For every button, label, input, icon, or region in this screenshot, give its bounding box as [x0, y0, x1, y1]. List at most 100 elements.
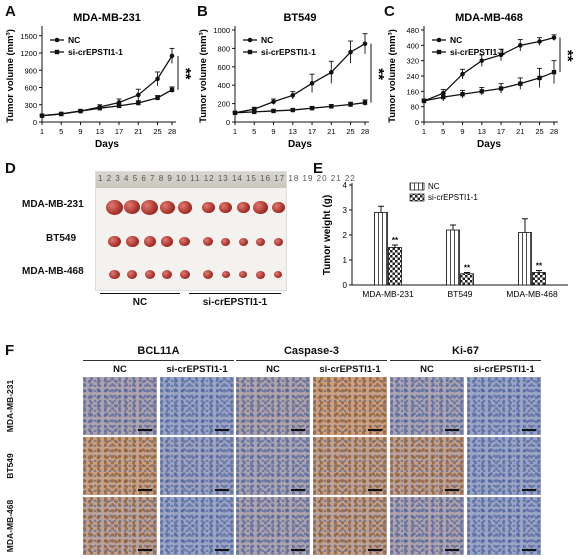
y-tick-label: 1500: [20, 32, 37, 41]
data-point: [169, 87, 175, 92]
tumor-sample: [141, 199, 158, 215]
photo-row-label-mda-mb-468: MDA-MB-468: [22, 266, 84, 277]
x-tick-label: 21: [327, 127, 335, 136]
tumor-sample: [108, 235, 121, 248]
ihc-panel: BCL11A NC si-crEPSTI1-1 Caspase-3 NC si-crEPS…: [0, 345, 578, 559]
series-line-nc: [234, 43, 366, 114]
x-tick-label: 5: [441, 127, 445, 136]
data-point: [309, 106, 315, 111]
x-tick-label: BT549: [447, 289, 472, 299]
ihc-image: [390, 497, 464, 555]
series-line-nc: [423, 37, 555, 102]
data-point: [78, 108, 83, 114]
series-line-si: [41, 89, 173, 117]
legend-marker: [436, 37, 442, 43]
y-tick-label: 600: [217, 63, 230, 72]
legend-swatch: [409, 182, 425, 191]
data-point: [59, 111, 64, 117]
ihc-row-label: MDA-MB-468: [5, 499, 15, 553]
y-tick-label: 600: [24, 84, 37, 93]
data-point: [328, 70, 334, 75]
data-point: [116, 103, 122, 109]
ihc-condition-label: NC: [113, 364, 127, 375]
y-tick-label: 4: [343, 181, 348, 190]
series-line-si: [234, 102, 366, 114]
y-tick-label: 240: [406, 72, 419, 81]
legend-marker: [247, 37, 253, 43]
y-tick-label: 0: [343, 281, 348, 290]
data-point: [537, 39, 542, 44]
scale-bar: [522, 549, 536, 551]
y-tick-label: 300: [24, 101, 37, 110]
tumor-sample: [256, 237, 265, 246]
y-axis-label: Tumor weight (g): [322, 195, 333, 275]
legend-marker: [54, 37, 60, 43]
data-point: [271, 108, 276, 114]
scale-bar: [215, 549, 229, 551]
scale-bar: [215, 489, 229, 491]
tumor-sample: [125, 235, 139, 248]
group-label-nc: NC: [132, 297, 148, 308]
data-point: [116, 100, 122, 105]
x-tick-label: 9: [460, 127, 464, 136]
x-tick-label: 25: [346, 127, 354, 136]
ihc-image: [236, 437, 310, 495]
y-tick-label: 0: [415, 118, 419, 127]
legend-swatch: [409, 193, 425, 202]
tumor-sample: [127, 270, 137, 279]
ihc-image: [467, 497, 541, 555]
ihc-condition-label: NC: [266, 364, 280, 375]
data-point: [362, 100, 368, 105]
tumor-sample: [273, 237, 283, 246]
x-tick-label: 9: [271, 127, 275, 136]
tumor-volume-chart-mda-mb-231: MDA-MB-231 0 300 600 900 1200 1500 1 5 9 13 17 21 25 2…: [5, 12, 194, 150]
x-tick-label: MDA-MB-231: [362, 289, 414, 299]
data-point: [155, 95, 160, 101]
tumor-weight-bar-chart: 0 1 2 3 4 Tumor weight (g) ** MDA-MB-231 ** BT549…: [322, 181, 568, 299]
y-tick-label: 1000: [213, 26, 230, 35]
data-point: [537, 75, 542, 81]
data-point: [169, 53, 175, 59]
photo-row-label-bt549: BT549: [46, 233, 77, 244]
tumor-photo: 1 2 3 4 5 6 7 8 9 10 11 12 13 14 15 16 1…: [95, 171, 355, 291]
data-point: [348, 102, 353, 107]
scale-bar: [368, 549, 382, 551]
panel-label-b: B: [197, 3, 208, 20]
tumor-sample: [203, 270, 213, 279]
y-tick-label: 2: [343, 231, 348, 240]
group-line-nc: [100, 293, 180, 294]
data-point: [155, 76, 160, 82]
tumor-sample: [203, 237, 213, 246]
tumor-sample: [162, 270, 172, 279]
tumor-sample: [221, 237, 230, 246]
tumor-sample: [221, 271, 230, 279]
group-label-si: si-crEPSTI1-1: [202, 297, 268, 308]
bar-nc: [446, 229, 460, 286]
tumor-sample: [239, 271, 247, 279]
ihc-image: [390, 377, 464, 435]
x-tick-label: 17: [115, 127, 123, 136]
ihc-marker-label: Caspase-3: [283, 345, 340, 357]
chart-title: BT549: [283, 12, 316, 24]
bar-si: [532, 272, 546, 286]
y-tick-label: 1: [343, 256, 348, 265]
scale-bar: [138, 489, 152, 491]
ihc-image: [236, 377, 310, 435]
tumor-sample: [161, 236, 173, 247]
data-point: [232, 110, 238, 115]
data-point: [479, 58, 485, 63]
x-tick-label: 1: [233, 127, 237, 136]
data-point: [421, 98, 427, 104]
scale-bar: [291, 549, 305, 551]
tumor-volume-chart-mda-mb-468: MDA-MB-468 0 80 160 240 320 400 480 1 5 9 13 17 21 25 2…: [387, 12, 576, 150]
ihc-image: [236, 497, 310, 555]
data-point: [290, 107, 295, 113]
x-tick-label: 21: [134, 127, 142, 136]
legend-label: NC: [68, 35, 80, 45]
y-tick-label: 320: [406, 57, 419, 66]
data-point: [518, 81, 523, 86]
panel-label-e: E: [313, 160, 324, 177]
ihc-marker-underline: [236, 360, 387, 361]
data-point: [362, 41, 368, 47]
x-axis-label: Days: [95, 139, 119, 150]
